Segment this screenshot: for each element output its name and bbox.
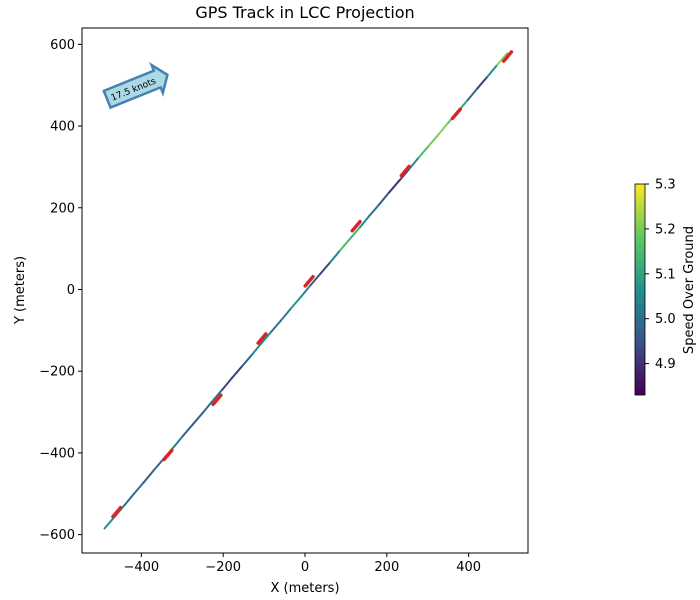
heading-marker [350,219,362,233]
plot-area [81,27,529,554]
colorbar-tick-label: 4.9 [655,357,676,372]
x-tick-label: 0 [301,560,309,575]
x-tick-label: 200 [374,560,399,575]
track-segment [358,214,371,229]
colorbar-gradient [634,183,646,396]
heading-marker [162,448,174,462]
y-tick-label: 0 [67,283,75,298]
x-axis-label: X (meters) [270,581,339,596]
y-tick-label: −600 [39,528,75,543]
chart-title: GPS Track in LCC Projection [195,3,414,22]
x-tick-label: −400 [123,560,159,575]
track-segment [201,400,214,414]
heading-marker-layer [111,50,514,519]
heading-marker [303,274,315,288]
heading-marker [111,505,123,519]
track-segment [103,516,116,530]
track-segment [496,52,509,66]
track-segment [191,411,204,426]
track-segment [427,133,440,148]
y-axis-ticks: −600 −400 −200 0 200 400 600 [39,38,82,543]
track-segment [437,121,450,136]
track-segment [123,492,135,507]
track-segment [211,388,224,403]
track-segment [417,145,430,159]
colorbar-label: Speed Over Ground [682,226,697,354]
track-segment [132,481,145,495]
colorbar-tick-label: 5.2 [655,222,676,237]
heading-marker [501,50,514,63]
x-tick-label: −200 [205,560,241,575]
track-segment [388,179,401,194]
track-segment [329,249,342,264]
colorbar-tick-label: 5.1 [655,267,676,282]
track-segment [152,458,165,472]
speed-annotation: 17.5 knots [102,62,169,110]
heading-marker [450,107,463,121]
track-segment [240,353,253,368]
track-segment [349,226,361,240]
heading-marker [211,393,223,407]
y-axis-label: Y (meters) [13,256,28,325]
track-segment [368,203,381,217]
colorbar-tick-label: 5.3 [655,178,676,193]
track-segment [280,307,293,322]
x-axis-ticks: −400 −200 0 200 400 [123,553,481,575]
heading-marker [399,164,411,178]
track-segment [486,63,499,78]
track-segment [172,434,185,449]
track-segment [260,330,273,344]
track-segment [250,342,263,356]
heading-marker [256,332,268,345]
track-segment [142,469,155,484]
colorbar-tick-label: 5.0 [655,312,676,327]
track-segment [221,376,234,391]
track-layer [103,52,509,530]
track-segment [231,365,243,379]
x-tick-label: 400 [456,560,481,575]
track-segment [466,87,479,101]
track-segment [299,283,312,298]
y-tick-label: 200 [50,201,75,216]
track-segment [290,295,302,310]
y-tick-label: −200 [39,365,75,380]
track-segment [378,191,391,206]
y-tick-label: 600 [50,38,75,53]
y-tick-label: 400 [50,120,75,135]
track-segment [309,272,322,286]
track-segment [476,75,489,90]
annotation-arrow-box [102,62,169,110]
track-segment [319,261,332,275]
track-segment [270,319,283,333]
track-segment [182,423,194,437]
colorbar-ticks: 4.9 5.0 5.1 5.2 5.3 [645,178,676,372]
colorbar: 4.9 5.0 5.1 5.2 5.3 Speed Over Ground [634,178,697,396]
track-segment [339,237,352,252]
y-tick-label: −400 [39,446,75,461]
